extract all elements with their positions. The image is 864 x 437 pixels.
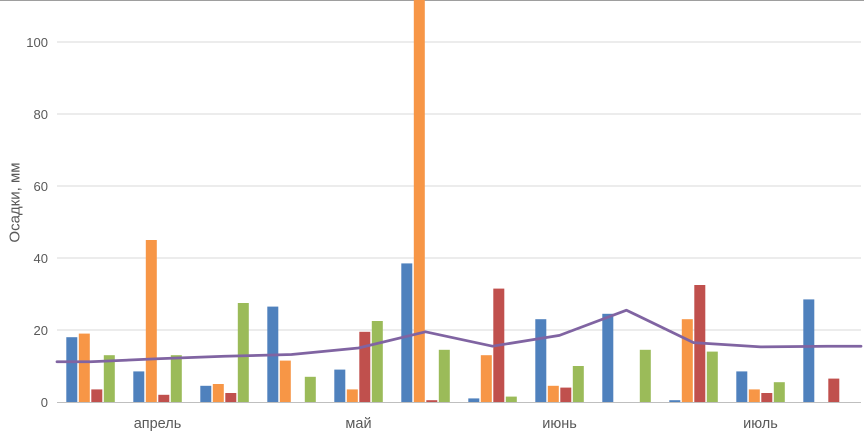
bar-series-green [103,303,785,402]
y-tick-label-20: 20 [34,323,48,338]
bar-series-orange-g10 [681,319,693,402]
bar-series-blue-g12 [803,299,815,402]
bar-series-orange-g2 [145,240,157,402]
bar-series-blue-g7 [468,398,480,402]
bar-series-green-g6 [438,349,450,402]
x-axis-label-апрель: апрель [134,416,182,432]
x-axis-label-май: май [345,416,371,432]
bar-series-green-g7 [505,396,517,402]
bar-series-orange-g4 [279,360,291,402]
bar-series-green-g8 [572,366,584,402]
y-tick-label-60: 60 [34,179,48,194]
bar-series-red-g1 [91,389,103,402]
line-trend-line [55,308,863,364]
bar-series-orange-g7 [480,355,492,402]
x-axis-label-июль: июль [743,416,778,432]
bar-series-red-g3 [225,393,237,402]
bar-series-blue-g1 [66,337,78,402]
bar-series-blue-g3 [200,385,212,402]
bar-series-red-g12 [828,378,840,402]
bar-series-orange-g8 [547,385,559,402]
bar-series-blue-g2 [133,371,145,402]
bar-series-red-g8 [560,387,572,402]
bar-series-orange-g6 [413,0,425,402]
bar-series-orange [78,0,760,402]
bar-series-red-g11 [761,393,773,402]
bar-series-blue-g9 [602,313,614,402]
bar-series-green-g5 [371,321,383,402]
bar-series-green-g2 [170,355,182,402]
bar-series-red-g6 [426,400,438,402]
bar-series-blue-g10 [669,400,681,402]
y-tick-label-40: 40 [34,251,48,266]
y-tick-label-0: 0 [41,395,48,410]
bar-series-green-g1 [103,355,115,402]
bar-series-green-g4 [304,376,316,402]
bar-series-green-g10 [706,351,718,402]
bar-series-green-g11 [773,382,785,402]
x-axis-label-июнь: июнь [542,416,577,432]
gridlines [57,41,861,331]
bar-series-red-g2 [158,394,170,402]
bar-series-orange-g3 [212,384,224,402]
y-tick-label-100: 100 [26,35,48,50]
bar-series-orange-g1 [78,333,90,402]
bar-series-blue-g8 [535,319,547,402]
bar-series-blue-g11 [736,371,748,402]
x-axis-month-labels: апрель май июнь июль [134,416,778,432]
bar-series-red-g5 [359,331,371,402]
bar-series-orange-g5 [346,389,358,402]
bar-series-green-g9 [639,349,651,402]
bar-series-blue-g6 [401,263,413,402]
y-tick-labels: 0 20 40 60 80 100 [26,35,48,410]
bar-series-orange-g11 [748,389,760,402]
bar-series-blue-g5 [334,369,346,402]
bar-series-green-g3 [237,303,249,402]
y-tick-label-80: 80 [34,107,48,122]
